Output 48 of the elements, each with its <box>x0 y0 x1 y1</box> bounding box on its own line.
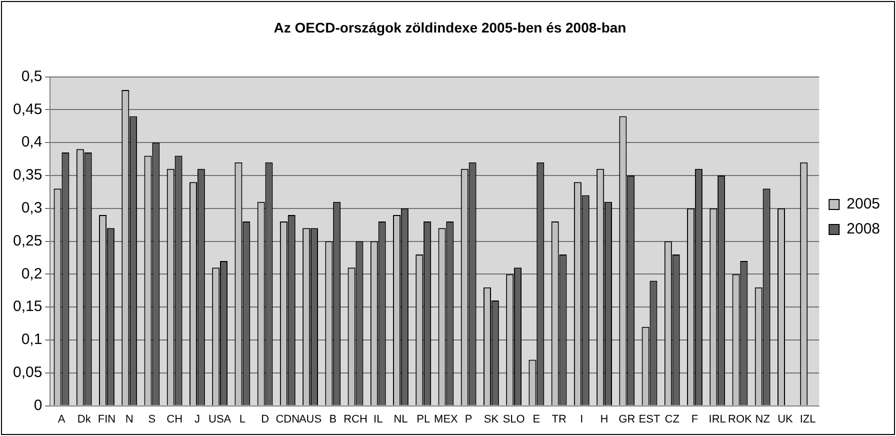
x-tick-label: SLO <box>502 413 526 426</box>
y-tick-label: 0,35 <box>12 166 42 184</box>
x-tick-label: CDN <box>276 413 300 426</box>
x-tick-label: H <box>600 413 608 426</box>
x-tick-label: E <box>532 413 540 426</box>
x-tick-label: IZL <box>800 413 816 426</box>
x-tick-label: J <box>194 413 200 426</box>
x-tick-label: UK <box>778 413 794 426</box>
y-tick-label: 0,15 <box>12 298 42 316</box>
x-tick-label: IRL <box>708 413 726 426</box>
x-tick-label: ROK <box>728 413 753 426</box>
legend-label: 2008 <box>846 220 880 238</box>
x-tick-label: NL <box>394 413 408 426</box>
x-tick-label: SK <box>484 413 500 426</box>
x-tick-label: D <box>261 413 270 426</box>
x-tick-label: S <box>148 413 156 426</box>
x-tick-label: B <box>329 413 337 426</box>
x-tick-label: Dk <box>77 413 92 426</box>
x-tick-label: MEX <box>434 413 459 426</box>
x-tick-label: FIN <box>98 413 116 426</box>
legend-label: 2005 <box>846 196 880 213</box>
x-tick-label: USA <box>208 413 232 426</box>
x-tick-label: P <box>464 413 472 426</box>
x-tick-label: F <box>691 413 698 426</box>
x-tick-label: CH <box>166 413 183 426</box>
chart-title: Az OECD-országok zöldindexe 2005-ben és 2008-ban <box>274 19 626 36</box>
y-tick-label: 0,3 <box>21 200 42 217</box>
x-tick-label: NZ <box>755 413 770 426</box>
y-tick-label: 0,25 <box>12 232 42 250</box>
y-tick-label: 0,4 <box>21 134 42 151</box>
x-tick-label: I <box>580 413 584 426</box>
y-tick-label: 0,1 <box>21 331 42 348</box>
x-tick-label: L <box>239 413 246 426</box>
y-tick-label: 0,2 <box>21 265 42 282</box>
x-tick-label: RCH <box>344 413 368 426</box>
y-tick-label: 0,05 <box>12 364 42 382</box>
x-tick-label: N <box>125 413 134 426</box>
x-tick-label: EST <box>638 413 660 426</box>
y-tick-label: 0,45 <box>12 100 42 118</box>
y-tick-label: 0 <box>34 396 42 414</box>
x-tick-label: GR <box>618 413 636 426</box>
x-tick-label: AUS <box>298 413 322 426</box>
x-tick-label: TR <box>552 413 566 426</box>
x-tick-label: A <box>58 413 66 426</box>
x-tick-label: CZ <box>664 413 680 426</box>
x-tick-label: PL <box>416 413 430 426</box>
x-tick-label: IL <box>374 413 383 426</box>
y-tick-label: 0,5 <box>21 68 42 85</box>
